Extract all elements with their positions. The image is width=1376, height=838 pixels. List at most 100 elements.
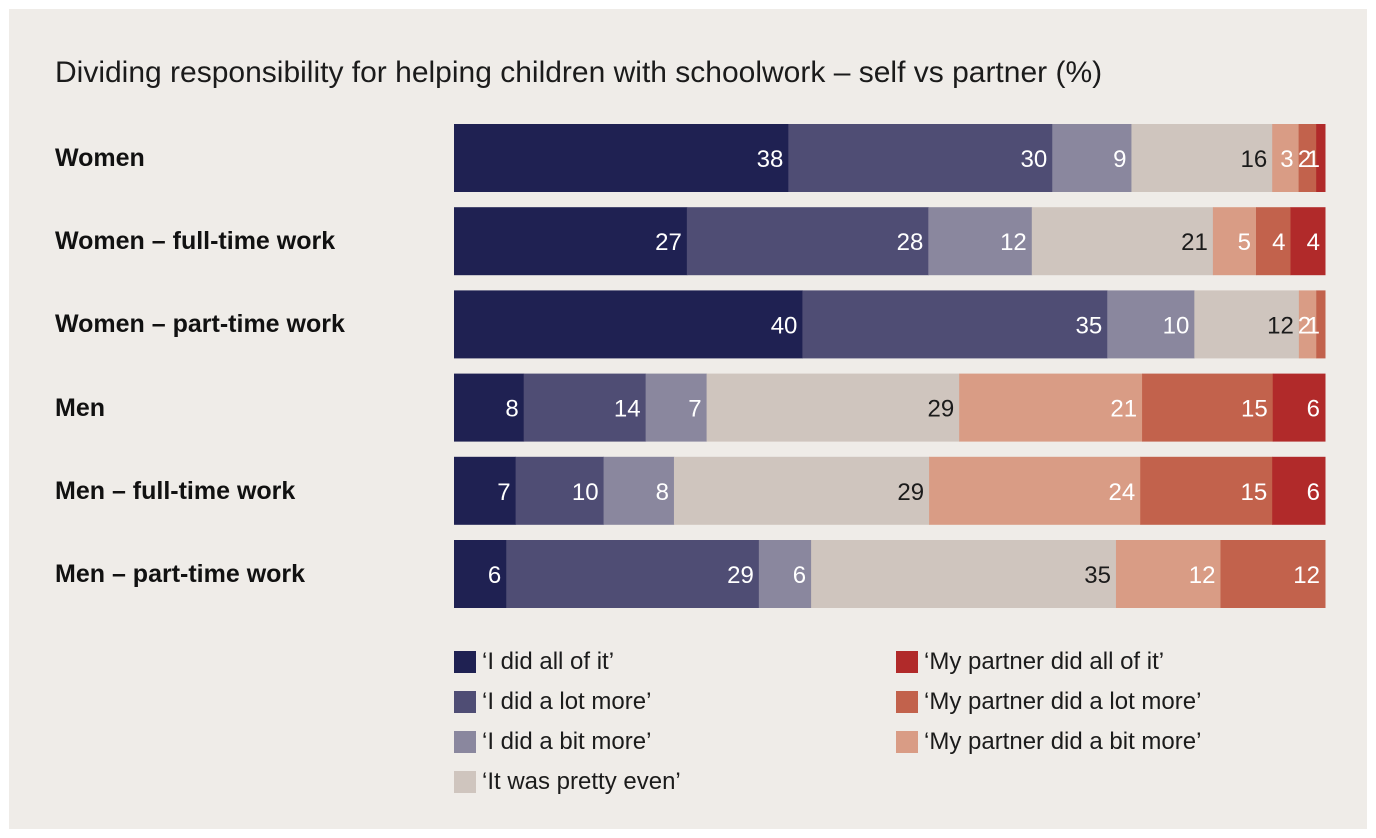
- bar-segment-men-full-time-work-s1: [515, 456, 605, 525]
- bar-segment-women-s2: [1052, 124, 1132, 192]
- data-label-women-s4: 3: [1280, 146, 1293, 173]
- bar-segment-men-full-time-work-s0: [454, 456, 517, 525]
- bar-segment-men-full-time-work-s3: [673, 456, 930, 525]
- bar-segment-women-full-time-work-s0: [454, 207, 688, 276]
- legend-item-s4: ‘My partner did a bit more’: [896, 728, 1201, 756]
- legend-item-s5: ‘My partner did a lot more’: [896, 688, 1201, 716]
- bar-segment-women-s1: [788, 124, 1053, 192]
- data-label-men-full-time-work-s0: 7: [497, 479, 510, 506]
- data-label-men-full-time-work-s3: 29: [897, 479, 924, 506]
- bar-segment-women-full-time-work-s4: [1212, 207, 1257, 276]
- bar-segment-women-part-time-work-s4: [1298, 290, 1317, 359]
- bar-segment-women-s5: [1298, 124, 1317, 192]
- data-label-women-s0: 38: [757, 146, 784, 173]
- legend-label: ‘My partner did a lot more’: [924, 688, 1202, 715]
- bar-segment-women-full-time-work-s3: [1031, 207, 1214, 276]
- data-label-men-s1: 14: [614, 396, 641, 423]
- legend-swatch: [454, 691, 476, 713]
- data-label-women-full-time-work-s6: 4: [1307, 229, 1320, 256]
- chart-title: Dividing responsibility for helping chil…: [55, 56, 1103, 89]
- legend-swatch: [454, 651, 476, 673]
- bar-segment-men-part-time-work-s2: [758, 540, 812, 608]
- data-label-women-s1: 30: [1021, 146, 1048, 173]
- data-label-women-full-time-work-s4: 5: [1238, 229, 1251, 256]
- bar-segment-men-s4: [959, 373, 1143, 442]
- data-label-men-part-time-work-s2: 6: [793, 562, 806, 589]
- legend-label: ‘My partner did all of it’: [924, 648, 1165, 675]
- bar-segment-men-full-time-work-s5: [1140, 456, 1273, 525]
- data-label-men-s6: 6: [1307, 396, 1320, 423]
- bar-segment-women-s4: [1272, 124, 1300, 192]
- bar-segment-women-part-time-work-s2: [1107, 290, 1195, 359]
- legend-label: ‘I did all of it’: [482, 648, 615, 675]
- data-label-men-full-time-work-s5: 15: [1241, 479, 1268, 506]
- bar-segment-men-s3: [706, 373, 960, 442]
- data-label-women-s3: 16: [1241, 146, 1268, 173]
- data-label-men-part-time-work-s3: 35: [1084, 562, 1111, 589]
- data-label-women-part-time-work-s4: 2: [1298, 312, 1311, 339]
- bar-segment-women-full-time-work-s5: [1256, 207, 1292, 276]
- legend-label: ‘I did a lot more’: [482, 688, 652, 715]
- legend-item-s3: ‘It was pretty even’: [454, 768, 681, 796]
- legend: ‘I did all of it’ ‘I did a lot more’ ‘I di…: [454, 648, 1314, 808]
- data-label-men-full-time-work-s2: 8: [656, 479, 669, 506]
- bar-segment-men-part-time-work-s4: [1115, 540, 1221, 608]
- data-label-women-s2: 9: [1113, 146, 1126, 173]
- data-label-women-full-time-work-s1: 28: [897, 229, 924, 256]
- bar-segment-men-part-time-work-s3: [811, 540, 1117, 608]
- row-label-men-part-time-work: Men – part-time work: [55, 560, 306, 588]
- data-label-women-part-time-work-s5: 1: [1307, 312, 1320, 339]
- legend-item-s0: ‘I did all of it’: [454, 648, 614, 676]
- legend-label: ‘My partner did a bit more’: [924, 728, 1202, 755]
- data-label-women-part-time-work-s1: 35: [1076, 312, 1103, 339]
- bar-segment-women-s3: [1131, 124, 1273, 192]
- row-label-men: Men: [55, 393, 105, 422]
- legend-label: ‘I did a bit more’: [482, 728, 652, 755]
- row-label-women-full-time-work: Women – full-time work: [55, 227, 336, 256]
- bar-segment-women-part-time-work-s5: [1316, 290, 1326, 359]
- bar-segment-women-s0: [454, 124, 789, 192]
- bar-segment-women-part-time-work-s0: [454, 290, 803, 359]
- bar-segment-men-s5: [1142, 373, 1274, 442]
- data-label-men-part-time-work-s4: 12: [1189, 562, 1216, 589]
- legend-item-s6: ‘My partner did all of it’: [896, 648, 1164, 676]
- row-label-women: Women: [55, 144, 145, 172]
- data-label-women-s5: 2: [1298, 146, 1311, 173]
- data-label-men-s0: 8: [505, 396, 518, 423]
- bar-segment-men-s2: [645, 373, 708, 442]
- legend-swatch: [454, 731, 476, 753]
- data-label-women-full-time-work-s5: 4: [1272, 229, 1285, 256]
- legend-swatch: [896, 691, 918, 713]
- data-label-men-part-time-work-s0: 6: [488, 562, 501, 589]
- data-label-men-s2: 7: [688, 396, 701, 423]
- data-label-women-full-time-work-s0: 27: [655, 229, 682, 256]
- bar-segment-women-s6: [1316, 124, 1326, 192]
- row-label-men-full-time-work: Men – full-time work: [55, 476, 296, 505]
- legend-item-s2: ‘I did a bit more’: [454, 728, 651, 756]
- data-label-women-full-time-work-s3: 21: [1181, 229, 1208, 256]
- bar-segment-women-full-time-work-s6: [1290, 207, 1326, 276]
- row-label-women-part-time-work: Women – part-time work: [55, 310, 345, 339]
- bar-segment-men-s0: [454, 373, 525, 442]
- bar-segment-men-s1: [523, 373, 647, 442]
- data-label-men-part-time-work-s5: 12: [1293, 562, 1320, 589]
- data-label-women-part-time-work-s0: 40: [771, 312, 798, 339]
- data-label-men-full-time-work-s4: 24: [1109, 479, 1136, 506]
- bar-segment-men-full-time-work-s2: [603, 456, 675, 525]
- data-label-men-s5: 15: [1241, 396, 1268, 423]
- data-label-men-s4: 21: [1110, 396, 1137, 423]
- bar-segment-women-part-time-work-s3: [1194, 290, 1300, 359]
- legend-swatch: [896, 731, 918, 753]
- legend-label: ‘It was pretty even’: [482, 768, 681, 795]
- bar-segment-women-part-time-work-s1: [802, 290, 1108, 359]
- legend-swatch: [454, 771, 476, 793]
- data-label-women-full-time-work-s2: 12: [1000, 229, 1027, 256]
- data-label-women-part-time-work-s3: 12: [1267, 312, 1294, 339]
- bar-segment-men-full-time-work-s6: [1272, 456, 1326, 525]
- data-label-men-full-time-work-s1: 10: [572, 479, 599, 506]
- data-label-women-part-time-work-s2: 10: [1163, 312, 1190, 339]
- bar-segment-men-full-time-work-s4: [929, 456, 1141, 525]
- data-label-men-s3: 29: [927, 396, 954, 423]
- bar-segment-men-part-time-work-s0: [454, 540, 507, 608]
